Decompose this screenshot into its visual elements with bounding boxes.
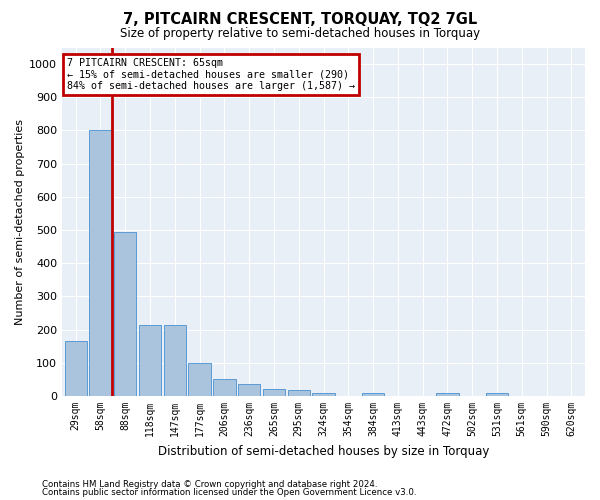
Text: Contains HM Land Registry data © Crown copyright and database right 2024.: Contains HM Land Registry data © Crown c… [42,480,377,489]
Bar [436,392,458,396]
Text: Contains public sector information licensed under the Open Government Licence v3: Contains public sector information licen… [42,488,416,497]
Bar [139,324,161,396]
Bar [114,232,136,396]
Bar [164,324,186,396]
Bar [313,392,335,396]
Y-axis label: Number of semi-detached properties: Number of semi-detached properties [15,119,25,325]
Bar [263,390,285,396]
Text: Size of property relative to semi-detached houses in Torquay: Size of property relative to semi-detach… [120,28,480,40]
Bar [486,392,508,396]
Bar [188,363,211,396]
Bar [238,384,260,396]
Bar [213,379,236,396]
Bar [65,342,87,396]
Bar [287,390,310,396]
Bar [89,130,112,396]
Bar [362,392,384,396]
Text: 7, PITCAIRN CRESCENT, TORQUAY, TQ2 7GL: 7, PITCAIRN CRESCENT, TORQUAY, TQ2 7GL [123,12,477,28]
X-axis label: Distribution of semi-detached houses by size in Torquay: Distribution of semi-detached houses by … [158,444,489,458]
Text: 7 PITCAIRN CRESCENT: 65sqm
← 15% of semi-detached houses are smaller (290)
84% o: 7 PITCAIRN CRESCENT: 65sqm ← 15% of semi… [67,58,355,91]
